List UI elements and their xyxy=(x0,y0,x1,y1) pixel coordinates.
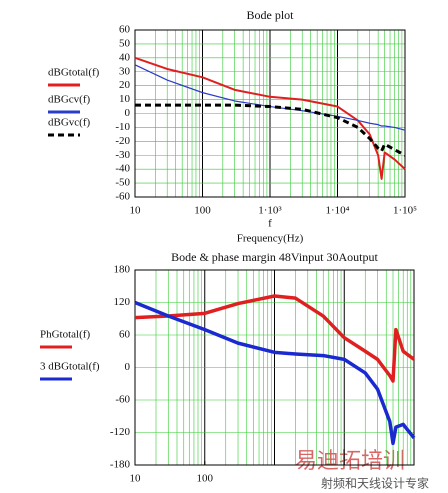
y-tick-label: -10 xyxy=(115,121,130,133)
y-tick-label: 0 xyxy=(125,107,131,119)
plot-frame xyxy=(134,29,406,198)
y-tick-label: 0 xyxy=(125,361,131,373)
y-tick-label: -30 xyxy=(115,149,130,161)
y-tick-label: -40 xyxy=(115,163,130,175)
chart-title: Bode & phase margin 48Vinput 30Aoutput xyxy=(171,250,378,264)
series-line xyxy=(134,64,406,131)
y-tick-label: -60 xyxy=(115,191,130,203)
y-tick-label: 60 xyxy=(119,329,131,341)
y-tick-label: -20 xyxy=(115,135,130,147)
y-tick-label: 10 xyxy=(119,93,131,105)
y-tick-label: 20 xyxy=(119,79,131,91)
series-line xyxy=(135,103,406,157)
series-line xyxy=(134,294,416,383)
x-tick-label: 100 xyxy=(194,205,211,217)
y-tick-label: -60 xyxy=(115,394,130,406)
legend-label: PhGtotal(f) xyxy=(40,329,90,341)
legend-label: dBGvc(f) xyxy=(48,117,90,129)
plot-frame xyxy=(134,269,415,466)
watermark-brand: 易迪拓培训 xyxy=(295,449,405,474)
x-tick-label: 1·10⁵ xyxy=(393,205,417,217)
x-axis-sublabel: Frequency(Hz) xyxy=(237,233,304,245)
series-line xyxy=(134,56,406,180)
y-tick-label: 60 xyxy=(119,24,131,36)
y-tick-label: 30 xyxy=(119,65,131,77)
x-axis-label: f xyxy=(268,218,272,230)
legend-label: 3 dBGtotal(f) xyxy=(40,361,100,373)
x-tick-label: 100 xyxy=(197,473,214,485)
y-tick-label: 50 xyxy=(119,37,131,49)
legend-label: dBGcv(f) xyxy=(48,94,90,106)
watermark-tagline: 射频和天线设计专家 xyxy=(321,476,429,491)
x-tick-label: 1·10³ xyxy=(258,205,282,217)
y-tick-label: 40 xyxy=(119,51,131,63)
legend-label: dBGtotal(f) xyxy=(48,67,100,79)
x-tick-label: 1·10⁴ xyxy=(326,205,350,217)
y-tick-label: 120 xyxy=(114,296,131,308)
y-tick-label: -50 xyxy=(115,177,130,189)
x-tick-label: 10 xyxy=(130,205,142,217)
x-tick-label: 10 xyxy=(130,473,142,485)
chart-title: Bode plot xyxy=(247,8,295,22)
y-tick-label: -180 xyxy=(110,459,131,471)
series-line xyxy=(134,300,416,446)
y-tick-label: -120 xyxy=(110,426,131,438)
y-tick-label: 180 xyxy=(114,264,131,276)
